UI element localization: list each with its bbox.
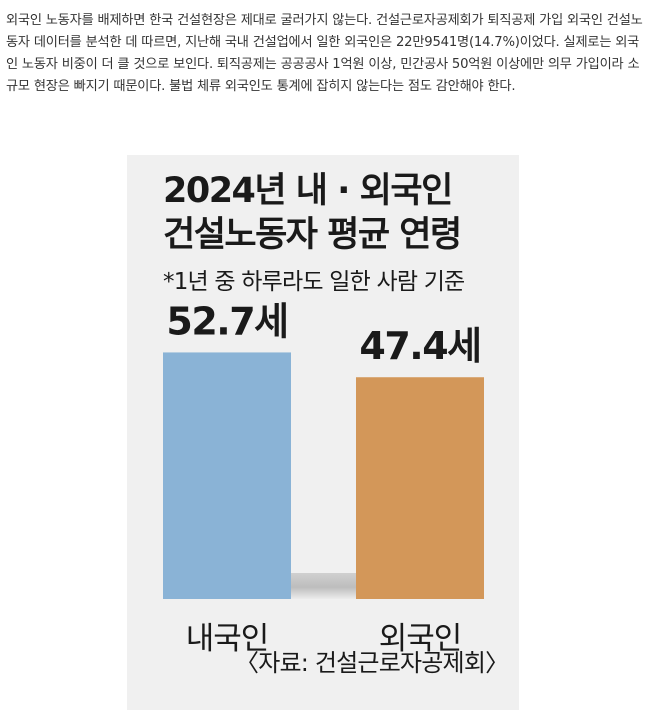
bar-1: [163, 352, 291, 599]
bar-2: [356, 377, 484, 599]
bar-value-label-2: 47.4세: [359, 324, 480, 368]
article-paragraph: 외국인 노동자를 배제하면 한국 건설현장은 제대로 굴러가지 않는다. 건설근…: [6, 13, 643, 94]
chart-title-line-1: 2024년 내 · 외국인: [163, 171, 453, 211]
chart-subtitle: *1년 중 하루라도 일한 사람 기준: [163, 269, 465, 295]
chart-panel: 2024년 내 · 외국인 건설노동자 평균 연령 *1년 중 하루라도 일한 …: [127, 155, 519, 710]
bar-value-label-1: 52.7세: [166, 299, 287, 343]
bar-floor-connector: [291, 573, 356, 599]
category-label-2: 외국인: [379, 621, 462, 657]
chart-source: 〈자료: 건설근로자공제회〉: [235, 649, 509, 677]
category-label-1: 내국인: [186, 621, 269, 657]
chart-title-line-2: 건설노동자 평균 연령: [163, 215, 462, 255]
chart-title: 2024년 내 · 외국인 건설노동자 평균 연령: [163, 169, 462, 257]
